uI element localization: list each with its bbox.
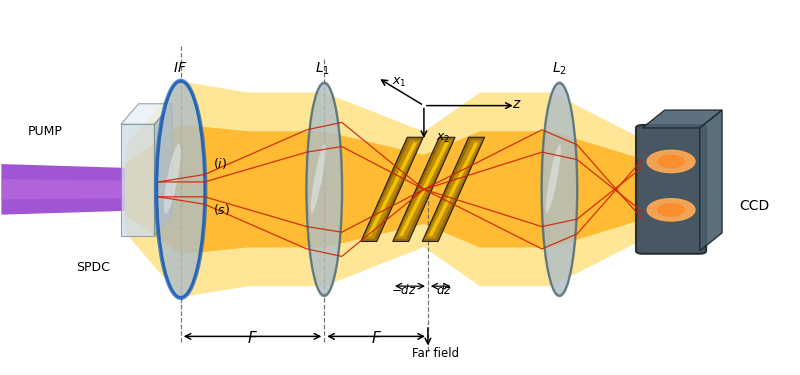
Polygon shape: [398, 142, 449, 236]
Polygon shape: [125, 124, 639, 254]
Polygon shape: [395, 140, 452, 239]
Text: $x_1$: $x_1$: [392, 76, 406, 89]
Ellipse shape: [542, 83, 577, 296]
Text: $-dz$: $-dz$: [391, 283, 417, 297]
Polygon shape: [425, 140, 482, 239]
Polygon shape: [364, 140, 421, 239]
Ellipse shape: [310, 144, 326, 213]
Text: PUMP: PUMP: [28, 125, 62, 138]
Text: $(s)$: $(s)$: [213, 202, 230, 217]
Ellipse shape: [546, 144, 561, 213]
Polygon shape: [422, 137, 485, 242]
Polygon shape: [428, 142, 478, 236]
Circle shape: [647, 150, 695, 172]
Text: $(i)$: $(i)$: [213, 156, 227, 171]
Text: $F$: $F$: [247, 330, 258, 346]
Ellipse shape: [164, 144, 181, 213]
Text: $F$: $F$: [370, 330, 382, 346]
Text: $dz$: $dz$: [436, 283, 452, 297]
Text: $IF$: $IF$: [173, 62, 187, 75]
Polygon shape: [121, 104, 172, 124]
FancyBboxPatch shape: [636, 125, 706, 254]
Polygon shape: [393, 137, 455, 242]
Text: SPDC: SPDC: [76, 261, 110, 274]
Circle shape: [658, 204, 684, 216]
Polygon shape: [700, 110, 722, 251]
Text: $z$: $z$: [512, 97, 521, 111]
Polygon shape: [121, 124, 154, 236]
Text: Far field: Far field: [412, 346, 459, 360]
Circle shape: [658, 155, 684, 168]
Polygon shape: [367, 142, 418, 236]
Polygon shape: [2, 164, 125, 214]
Polygon shape: [125, 81, 639, 297]
Text: CCD: CCD: [740, 199, 770, 213]
Circle shape: [647, 199, 695, 221]
Polygon shape: [361, 137, 423, 242]
Text: $x_2$: $x_2$: [436, 132, 450, 145]
Ellipse shape: [306, 83, 342, 296]
Polygon shape: [154, 104, 172, 236]
Polygon shape: [2, 179, 125, 200]
Polygon shape: [642, 110, 722, 128]
Text: $L_1$: $L_1$: [315, 60, 330, 76]
Ellipse shape: [157, 81, 205, 297]
Text: $L_2$: $L_2$: [552, 60, 567, 76]
